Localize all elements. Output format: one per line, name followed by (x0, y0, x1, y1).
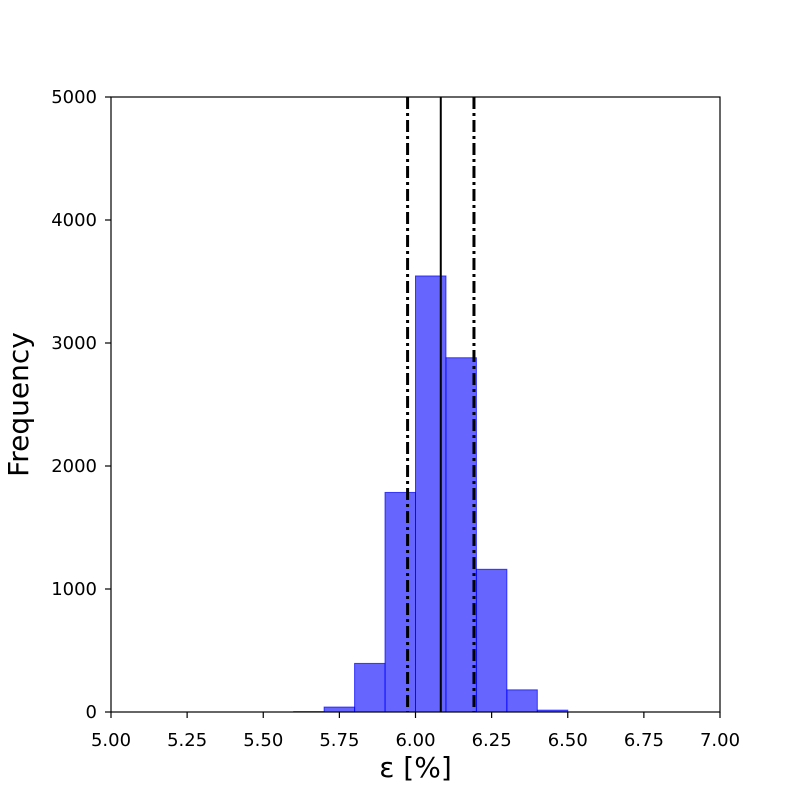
y-tick-label: 2000 (51, 456, 97, 477)
x-tick-label: 5.25 (167, 730, 207, 751)
y-tick-label: 5000 (51, 87, 97, 108)
histogram-bar (323, 706, 356, 713)
x-tick-label: 5.50 (243, 730, 283, 751)
x-tick-label: 6.50 (548, 730, 588, 751)
histogram-bar (445, 357, 477, 713)
y-tick-label: 1000 (51, 579, 97, 600)
histogram-bar (354, 662, 386, 713)
reference-lines (406, 97, 476, 712)
x-axis-label: ε [%] (379, 751, 452, 784)
x-tick-label: 6.75 (624, 730, 664, 751)
y-axis-ticks: 0 1000 2000 3000 4000 5000 (51, 87, 111, 723)
y-tick-label: 3000 (51, 333, 97, 354)
y-tick-label: 0 (86, 702, 97, 723)
x-tick-label: 7.00 (700, 730, 740, 751)
histogram-bar (384, 491, 416, 713)
x-axis-ticks: 5.00 5.25 5.50 5.75 6.00 6.25 6.50 6.75 7.00 (91, 712, 740, 751)
x-tick-label: 5.75 (319, 730, 359, 751)
x-tick-label: 5.00 (91, 730, 131, 751)
y-axis-label: Frequency (2, 332, 35, 477)
x-tick-label: 6.25 (472, 730, 512, 751)
x-tick-label: 6.00 (395, 730, 435, 751)
histogram-bar (475, 568, 508, 713)
y-tick-label: 4000 (51, 210, 97, 231)
histogram-bar (506, 689, 538, 713)
